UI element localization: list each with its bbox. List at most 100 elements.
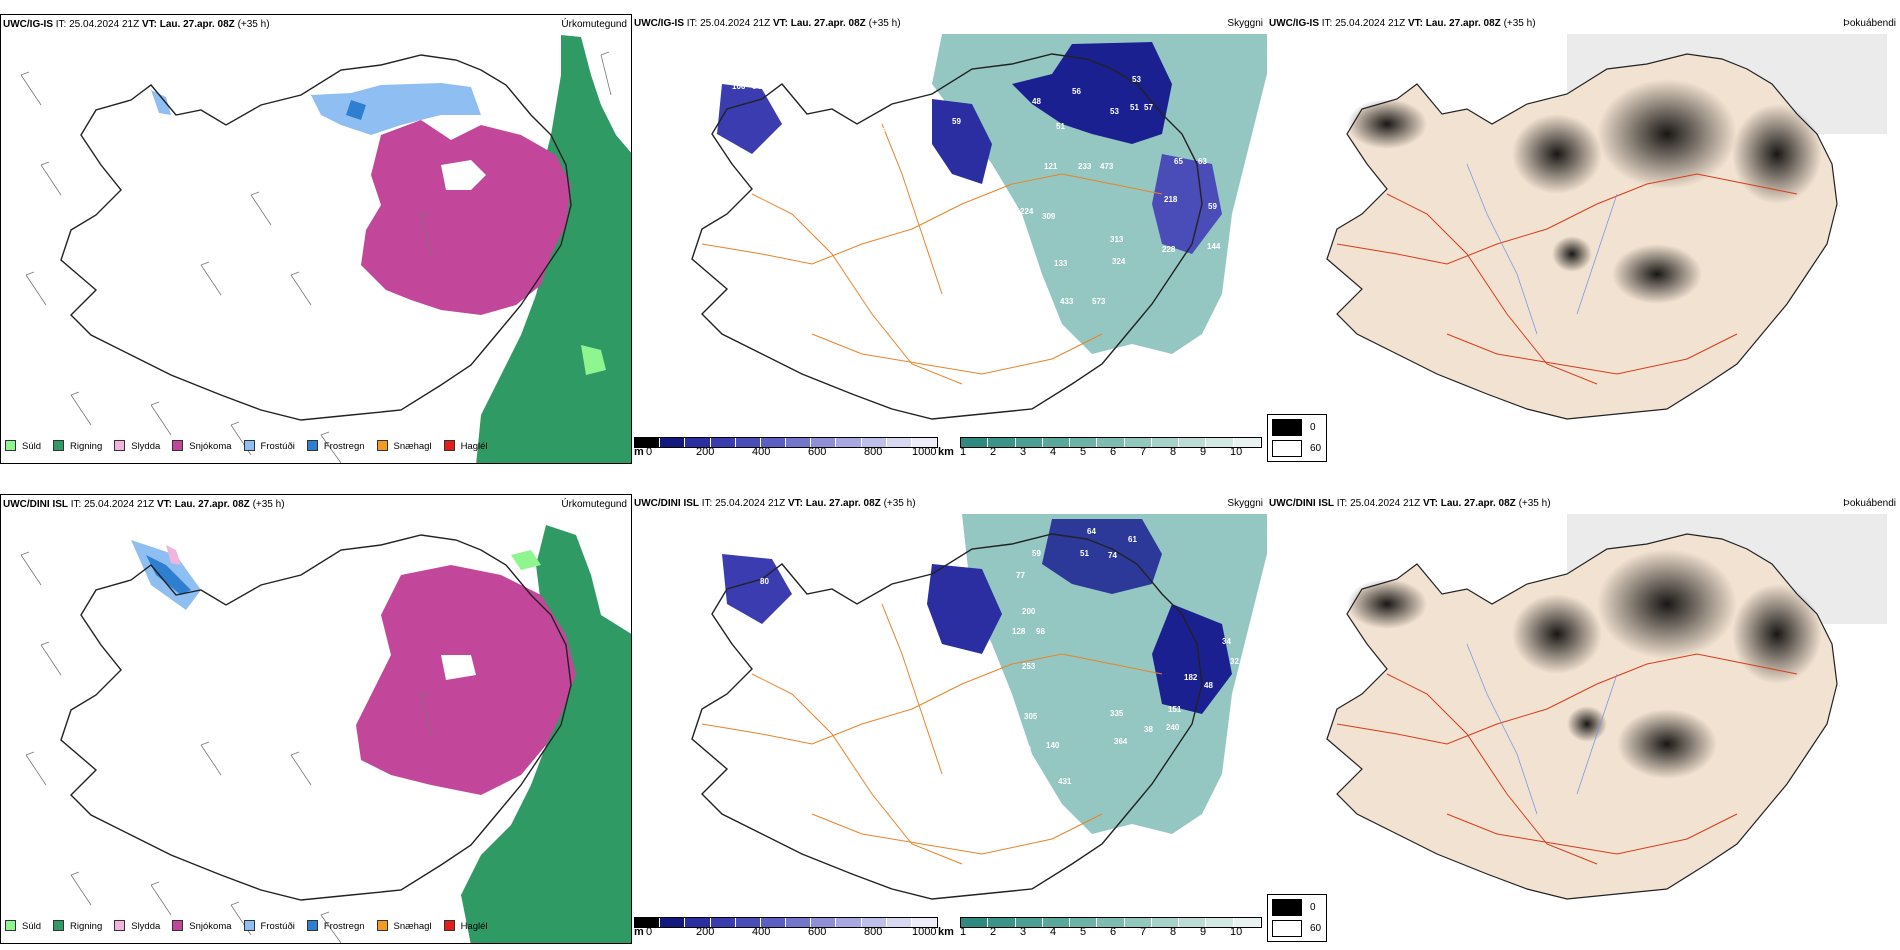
cloud-number: 80	[760, 577, 769, 586]
roads	[701, 123, 1163, 385]
scale-label: 2	[990, 926, 997, 938]
fog-panel-bottom: UWC/DINI ISL IT: 25.04.2024 21Z VT: Lau.…	[1267, 494, 1900, 944]
visibility-cells	[960, 917, 1262, 928]
legend-swatch	[443, 440, 455, 451]
legend-label: Súld	[22, 921, 42, 932]
fog-map-top	[1326, 34, 1887, 420]
scale-cell	[1070, 438, 1098, 447]
cloud-number: 335	[1110, 709, 1124, 718]
legend-label: Frostregn	[323, 441, 365, 452]
legend-label: Haglél	[460, 921, 488, 932]
scale-label: 400	[752, 926, 771, 938]
scale-label: 8	[1170, 446, 1177, 458]
precip-title-bottom: Úrkomutegund	[561, 499, 627, 510]
precip-map-top	[20, 35, 631, 463]
cloud-number: 77	[1016, 571, 1025, 580]
visibility-scale-bottom	[960, 917, 1262, 928]
fog-cell	[1512, 114, 1602, 194]
scale-label: 9	[1200, 446, 1207, 458]
scale-label: 10	[1230, 926, 1243, 938]
snow-area	[361, 120, 571, 315]
scale-cell	[1151, 918, 1180, 927]
scale-cell	[886, 918, 912, 927]
low-cloud-base-area	[1042, 519, 1162, 594]
iceland-outline	[691, 53, 1203, 420]
cloud-number: 53	[1110, 107, 1119, 116]
cloud-number: 106	[732, 82, 746, 91]
scale-cell	[1233, 918, 1261, 927]
fog-cell	[1732, 584, 1822, 684]
fog-cell	[1512, 594, 1602, 674]
scale-label: 800	[864, 446, 883, 458]
legend-label: Frostregn	[323, 921, 365, 932]
legend-item: Rigning	[53, 440, 102, 452]
cloud-number: 51	[1056, 122, 1065, 131]
scale-label: 7	[1140, 446, 1147, 458]
scale-cell	[961, 438, 989, 447]
scale-cell	[1206, 438, 1234, 447]
cloud-number: 309	[1042, 212, 1056, 221]
legend-swatch	[114, 440, 126, 451]
scale-cell	[635, 918, 661, 927]
cloudbase-unit-top: m	[634, 446, 644, 458]
cloud-number: 59	[1032, 549, 1041, 558]
cloud-number: 119	[1018, 745, 1031, 754]
visibility-unit-bottom: km	[938, 926, 954, 938]
scale-cell	[1042, 438, 1071, 447]
cloud-title-bottom: Skyggni	[1227, 498, 1263, 509]
scale-label: 3	[1020, 446, 1027, 458]
low-cloud-base-area	[1012, 42, 1172, 144]
snow-gap	[441, 655, 476, 680]
cloud-number: 200	[1022, 607, 1036, 616]
cloud-number: 305	[1024, 712, 1038, 721]
cloud-number: 48	[1032, 97, 1041, 106]
visibility-scale-top	[960, 437, 1262, 448]
cloud-number: 431	[1058, 777, 1072, 786]
scale-label: 1000	[912, 446, 937, 458]
scale-cell	[660, 918, 686, 927]
legend-swatch	[5, 440, 16, 451]
freezing-rain-patch	[146, 555, 191, 595]
scale-label: 600	[808, 926, 827, 938]
cloud-number: 98	[1036, 627, 1045, 636]
scale-label: 1	[960, 926, 967, 938]
fog-cell	[1567, 706, 1607, 742]
legend-label: Snjókoma	[189, 921, 232, 932]
scale-cell	[660, 438, 686, 447]
cloud-number: 132	[996, 729, 1010, 738]
legend-swatch	[172, 440, 184, 451]
precip-type-panel-top: UWC/IG-IS IT: 25.04.2024 21Z VT: Lau. 27…	[0, 14, 632, 464]
cloud-base-numbers: 76 80 64 51 74 61 59 77 200 128 98 253 3…	[744, 527, 1239, 786]
legend-item: Slydda	[114, 440, 160, 452]
legend-label: Rigning	[70, 921, 103, 932]
scale-label: 200	[696, 926, 715, 938]
rivers	[1466, 163, 1618, 335]
precip-legend-top: Súld Rigning Slydda Snjókoma Frostúði Frostre…	[5, 440, 500, 452]
fog-cell	[1617, 709, 1717, 779]
scale-cell	[1015, 438, 1043, 447]
fog-legend-row: 60	[1272, 920, 1321, 937]
scale-cell	[685, 918, 711, 927]
legend-swatch	[376, 920, 388, 931]
fog-legend-bottom: 0 60	[1267, 894, 1327, 942]
legend-label: Frostúði	[260, 441, 295, 452]
legend-item: Snjókoma	[172, 440, 232, 452]
scale-cell	[1124, 918, 1152, 927]
legend-item: Snæhagl	[376, 440, 432, 452]
sleet-patch	[166, 545, 181, 565]
cloud-number: 151	[1168, 705, 1182, 714]
legend-swatch	[243, 920, 255, 931]
scale-cell	[1233, 438, 1261, 447]
scale-label: 8	[1170, 926, 1177, 938]
visibility-unit-top: km	[938, 446, 954, 458]
legend-swatch	[306, 440, 318, 451]
low-cloud-base-area-4	[1152, 154, 1222, 254]
scale-cell	[988, 918, 1016, 927]
scale-label: 600	[808, 446, 827, 458]
scale-label: 800	[864, 926, 883, 938]
fog-header-bottom: UWC/DINI ISL IT: 25.04.2024 21Z VT: Lau.…	[1269, 498, 1551, 509]
cloud-number: 121	[1044, 162, 1058, 171]
drizzle-patch	[581, 345, 606, 375]
low-cloud-base-area-3	[717, 84, 782, 154]
legend-item: Frostregn	[306, 440, 365, 452]
